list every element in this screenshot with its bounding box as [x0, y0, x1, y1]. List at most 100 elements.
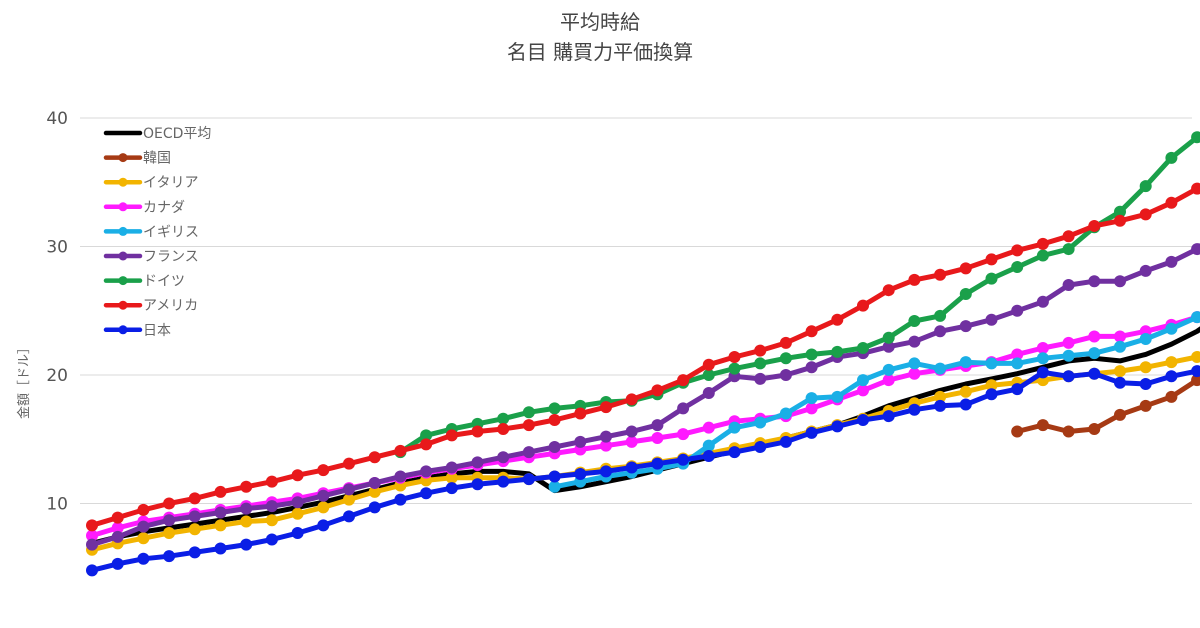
data-point	[1062, 370, 1075, 383]
data-point	[291, 527, 304, 540]
legend-label: ドイツ	[143, 274, 185, 290]
data-point	[1191, 374, 1200, 387]
data-point	[522, 446, 535, 459]
data-point	[291, 496, 304, 509]
data-point	[651, 457, 664, 470]
legend-marker	[118, 177, 128, 187]
data-point	[574, 467, 587, 480]
legend-marker	[118, 300, 128, 310]
data-point	[137, 520, 150, 533]
data-point	[497, 475, 510, 488]
data-point	[548, 402, 561, 415]
data-point	[754, 344, 767, 357]
data-point	[600, 430, 612, 443]
data-point	[831, 345, 844, 358]
legend-marker	[118, 226, 128, 236]
data-point	[934, 399, 947, 412]
data-point	[445, 471, 458, 484]
data-point	[754, 357, 767, 370]
data-point	[857, 374, 869, 387]
data-point	[1062, 425, 1075, 438]
data-point	[497, 451, 510, 464]
data-point	[959, 398, 972, 411]
data-point	[882, 284, 895, 297]
data-point	[1165, 370, 1178, 383]
data-point	[214, 519, 227, 532]
data-point	[779, 369, 792, 381]
data-point	[317, 519, 330, 532]
data-point	[111, 530, 124, 543]
data-point	[291, 507, 304, 520]
data-point	[677, 374, 690, 387]
data-point	[214, 485, 227, 498]
data-point	[625, 393, 638, 406]
data-point	[188, 523, 201, 536]
data-point	[1139, 180, 1152, 193]
data-point	[1139, 361, 1152, 374]
data-point	[857, 384, 869, 397]
data-point	[1011, 357, 1024, 370]
data-point	[1114, 408, 1126, 421]
data-point	[1139, 208, 1152, 221]
data-point	[625, 425, 638, 438]
data-point	[702, 386, 715, 399]
data-point	[394, 493, 407, 506]
data-point	[805, 426, 818, 439]
data-point	[548, 470, 561, 483]
data-point	[1139, 399, 1152, 412]
data-point	[651, 431, 664, 444]
data-point	[934, 268, 947, 281]
data-point	[882, 340, 895, 353]
data-point	[317, 489, 330, 502]
data-point	[625, 461, 638, 474]
data-point	[137, 532, 150, 545]
data-point	[1114, 365, 1126, 378]
data-point	[1036, 237, 1049, 250]
data-point	[728, 362, 741, 375]
data-point	[497, 412, 510, 425]
data-point	[1114, 376, 1126, 389]
data-point	[111, 511, 124, 524]
data-point	[677, 428, 690, 441]
data-point	[651, 419, 664, 432]
data-point	[1088, 330, 1101, 343]
data-point	[188, 546, 201, 559]
data-point	[1165, 196, 1178, 209]
data-point	[343, 483, 355, 496]
data-point	[574, 435, 587, 448]
data-point	[625, 435, 638, 448]
data-point	[137, 552, 150, 565]
data-point	[831, 390, 844, 403]
y-tick-label: 40	[46, 109, 68, 129]
legend-marker	[118, 251, 128, 261]
data-point	[651, 384, 664, 397]
data-point	[240, 480, 253, 493]
data-point	[1114, 205, 1126, 218]
data-point	[265, 500, 278, 513]
data-point	[805, 325, 818, 338]
data-point	[908, 273, 921, 286]
data-point	[1088, 219, 1101, 232]
data-point	[908, 315, 921, 328]
data-point	[805, 402, 818, 415]
data-point	[702, 358, 715, 371]
data-point	[754, 440, 767, 453]
y-axis-label: 金額［ドル］	[16, 341, 32, 419]
data-point	[394, 444, 407, 457]
data-point	[522, 473, 535, 486]
data-point	[574, 407, 587, 420]
data-point	[1011, 261, 1024, 274]
data-point	[240, 502, 253, 515]
legend-label: フランス	[143, 249, 199, 265]
data-point	[1011, 383, 1024, 396]
chart-title: 平均時給	[560, 10, 640, 34]
data-point	[934, 309, 947, 322]
data-point	[934, 390, 947, 403]
data-point	[420, 429, 433, 442]
data-point	[1088, 367, 1101, 380]
data-point	[86, 564, 98, 577]
data-point	[394, 470, 407, 483]
data-point	[1191, 182, 1200, 195]
data-point	[1165, 322, 1178, 335]
data-point	[1062, 336, 1075, 349]
